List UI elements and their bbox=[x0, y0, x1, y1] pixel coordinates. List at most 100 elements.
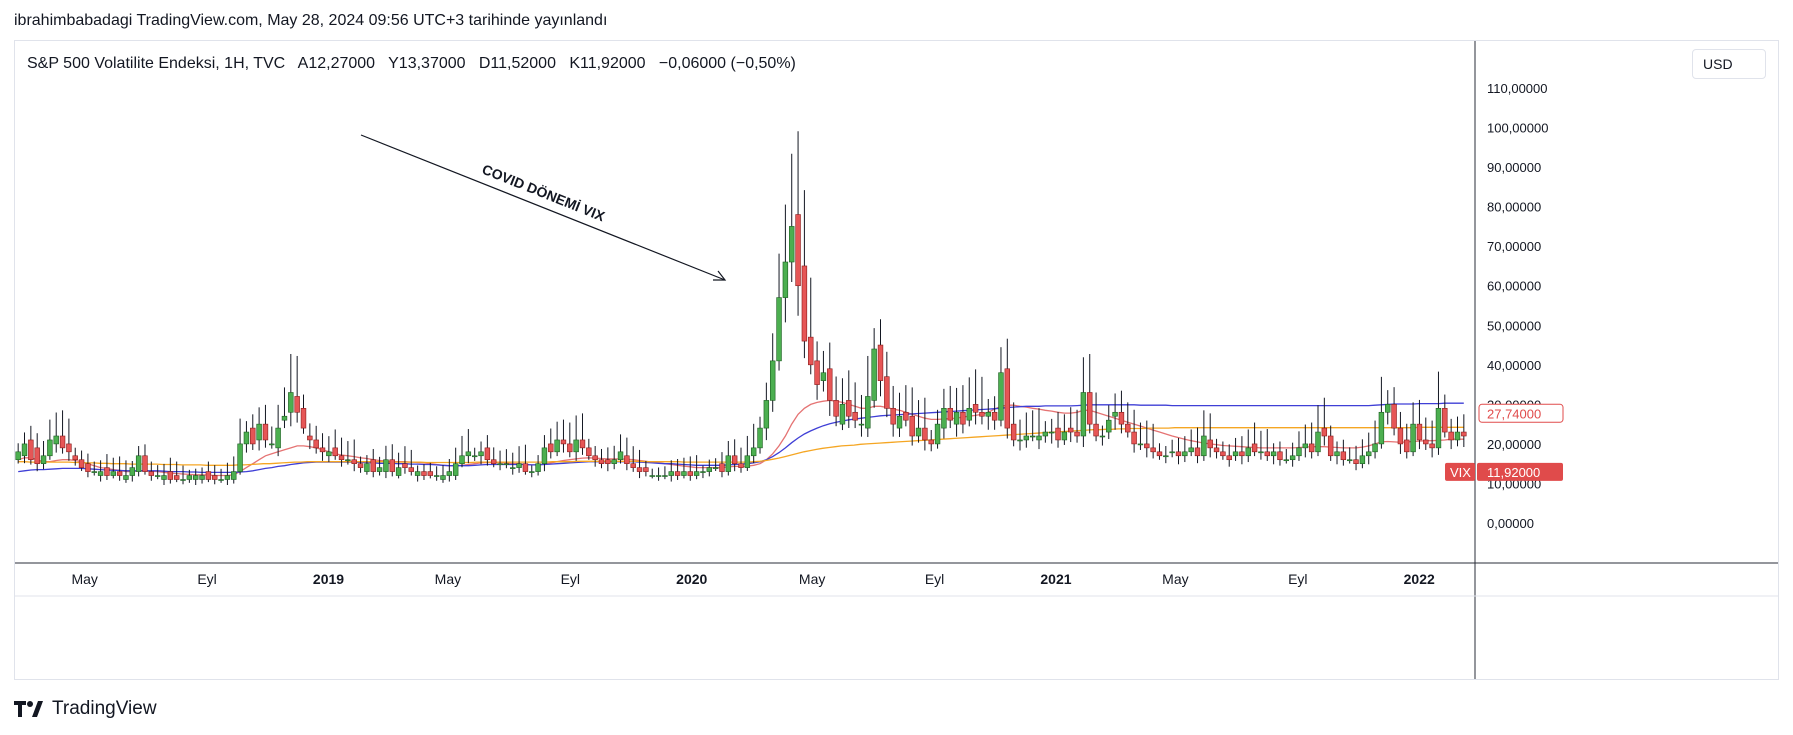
candle-body bbox=[40, 455, 47, 464]
candle-body bbox=[351, 459, 357, 464]
candle-body bbox=[554, 439, 560, 453]
candle-body bbox=[808, 336, 814, 366]
candle-body bbox=[1289, 455, 1296, 461]
candle-body bbox=[871, 348, 877, 401]
chart-canvas[interactable]: 110,00000 100,00000 90,00000 80,00000 70,000… bbox=[15, 41, 1778, 679]
symbol-legend: S&P 500 Volatilite Endeksi, 1H, TVC A12,… bbox=[27, 55, 796, 73]
candle-body bbox=[1239, 451, 1245, 457]
candle-body bbox=[535, 463, 541, 472]
candle-body bbox=[820, 372, 827, 381]
ma-value-label: 27,74000 bbox=[1487, 406, 1541, 421]
candle-body bbox=[173, 475, 180, 480]
candle-body bbox=[687, 471, 693, 476]
last-price-label: 11,92000 bbox=[1487, 465, 1540, 480]
candle-body bbox=[776, 297, 782, 362]
candle-body bbox=[433, 475, 440, 477]
candle-body bbox=[123, 475, 129, 480]
legend-open: A12,27000 bbox=[297, 55, 376, 72]
x-tick-label: May bbox=[435, 571, 461, 587]
candle-body bbox=[516, 463, 522, 468]
chart-panel[interactable]: 110,00000 100,00000 90,00000 80,00000 70,000… bbox=[14, 40, 1779, 680]
candle-body bbox=[440, 475, 446, 480]
candle-body bbox=[294, 396, 300, 413]
y-tick-label: 110,00000 bbox=[1487, 81, 1548, 96]
candle-body bbox=[148, 471, 155, 476]
candle-body bbox=[655, 475, 662, 477]
y-tick-label: 70,00000 bbox=[1487, 239, 1541, 254]
x-tick-label: Eyl bbox=[925, 571, 944, 587]
candle-body bbox=[192, 475, 199, 480]
candle-body bbox=[903, 411, 909, 421]
candle-body bbox=[243, 431, 250, 445]
candle-body bbox=[1435, 408, 1442, 449]
candle-body bbox=[529, 471, 535, 473]
candle-body bbox=[1112, 411, 1118, 417]
candle-body bbox=[1264, 451, 1270, 457]
candle-body bbox=[522, 463, 529, 472]
candle-body bbox=[833, 400, 839, 417]
candle-body bbox=[1258, 451, 1264, 454]
candle-body bbox=[573, 439, 579, 453]
candle-body bbox=[972, 404, 979, 413]
currency-selector[interactable]: USD bbox=[1692, 49, 1766, 79]
candle-body bbox=[269, 443, 275, 446]
candle-body bbox=[1346, 459, 1353, 462]
candle-body bbox=[1251, 443, 1258, 453]
candle-body bbox=[1454, 431, 1461, 441]
candle-body bbox=[1093, 423, 1099, 437]
candle-body bbox=[237, 443, 243, 472]
candle-body bbox=[1423, 439, 1429, 445]
y-tick-label: 40,00000 bbox=[1487, 358, 1541, 373]
candle-body bbox=[947, 408, 953, 421]
candle-body bbox=[1188, 447, 1194, 453]
candle-body bbox=[674, 471, 681, 476]
candle-body bbox=[389, 459, 395, 472]
y-tick-label: 90,00000 bbox=[1487, 160, 1541, 175]
candle-body bbox=[953, 411, 960, 425]
candle-body bbox=[503, 463, 510, 465]
candle-body bbox=[1055, 427, 1061, 441]
candle-body bbox=[922, 427, 928, 441]
candle-body bbox=[998, 372, 1004, 421]
candle-body bbox=[66, 443, 72, 453]
candle-body bbox=[763, 400, 770, 429]
candle-body bbox=[852, 411, 858, 421]
candle-body bbox=[218, 479, 224, 481]
x-tick-label: 2020 bbox=[676, 571, 707, 587]
annotation-arrow-line bbox=[360, 134, 726, 281]
candle-body bbox=[1137, 443, 1144, 446]
candle-body bbox=[1074, 431, 1080, 437]
candle-body bbox=[319, 447, 326, 453]
candle-body bbox=[624, 455, 630, 464]
candle-body bbox=[814, 360, 820, 385]
candle-body bbox=[738, 463, 744, 468]
candle-body bbox=[586, 447, 592, 457]
candle-body bbox=[1169, 451, 1175, 454]
candle-body bbox=[839, 404, 846, 425]
candle-body bbox=[1175, 451, 1182, 457]
candle-body bbox=[706, 467, 713, 472]
legend-symbol[interactable]: S&P 500 Volatilite Endeksi, 1H, TVC bbox=[27, 55, 286, 72]
candle-body bbox=[1429, 443, 1435, 449]
candle-body bbox=[846, 400, 852, 417]
y-tick-label: 20,00000 bbox=[1487, 437, 1541, 452]
candle-body bbox=[262, 423, 269, 441]
candle-body bbox=[1321, 427, 1328, 437]
candle-body bbox=[928, 439, 934, 445]
candle-body bbox=[700, 471, 706, 473]
annotation-text: COVID DÖNEMİ VIX bbox=[480, 161, 608, 225]
candle-body bbox=[915, 427, 922, 437]
candle-body bbox=[1220, 451, 1226, 457]
tradingview-footer[interactable]: TradingView bbox=[14, 698, 157, 720]
candle-body bbox=[85, 463, 91, 472]
candle-body bbox=[896, 415, 903, 429]
candle-body bbox=[1232, 451, 1239, 457]
candle-body bbox=[579, 439, 586, 449]
candle-body bbox=[693, 471, 700, 476]
y-tick-label: 0,00000 bbox=[1487, 516, 1534, 531]
candle-body bbox=[611, 459, 617, 464]
x-tick-label: Eyl bbox=[197, 571, 216, 587]
candle-body bbox=[1099, 435, 1106, 438]
candle-body bbox=[370, 459, 376, 472]
ticker-badge bbox=[1445, 462, 1475, 481]
